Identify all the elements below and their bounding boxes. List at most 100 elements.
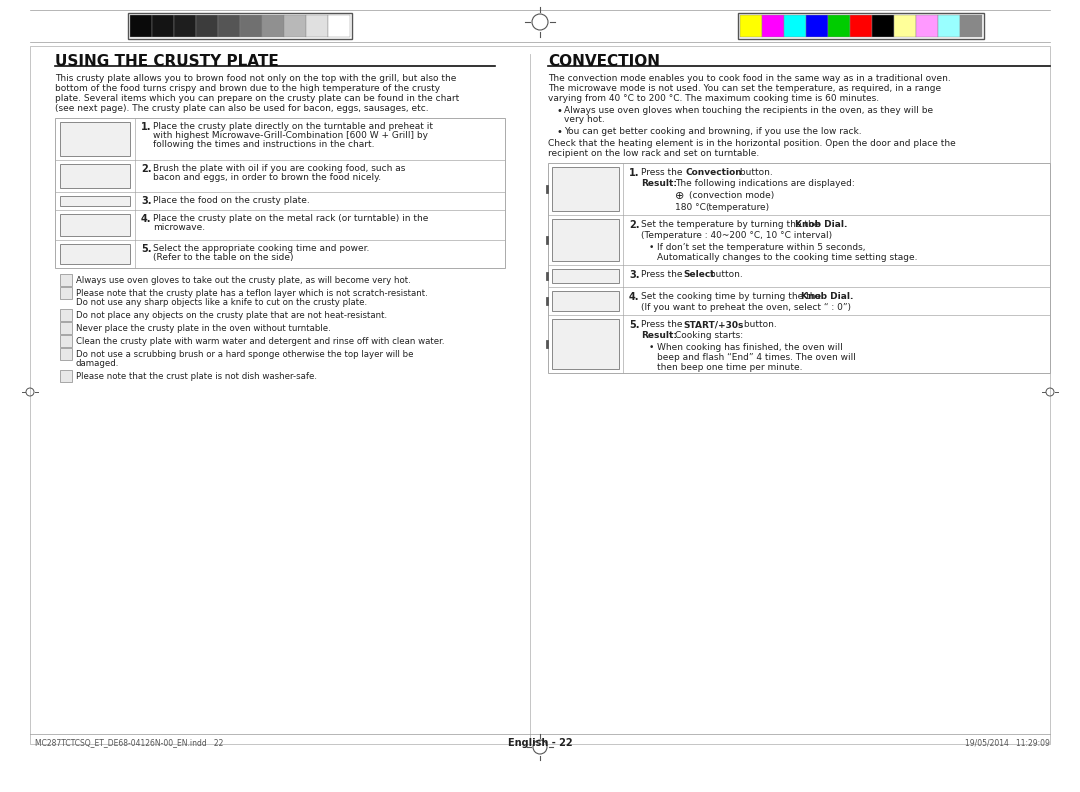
Text: •: •: [649, 343, 654, 352]
Bar: [60, 322, 72, 334]
Bar: [939, 15, 960, 37]
Text: Press the: Press the: [642, 320, 686, 329]
Text: Select: Select: [683, 270, 715, 279]
Text: 3.: 3.: [141, 196, 151, 206]
Text: Press the: Press the: [642, 168, 686, 177]
Bar: [740, 15, 762, 37]
Text: 4.: 4.: [629, 292, 639, 302]
Bar: [916, 15, 939, 37]
Bar: [55, 118, 505, 268]
Bar: [60, 287, 72, 299]
Text: with highest Microwave-Grill-Combination [600 W + Grill] by: with highest Microwave-Grill-Combination…: [153, 131, 428, 140]
Text: (convection mode): (convection mode): [689, 191, 774, 200]
Bar: [738, 13, 984, 39]
Bar: [548, 163, 1050, 373]
Text: Always use oven gloves to take out the crusty plate, as will become very hot.: Always use oven gloves to take out the c…: [76, 276, 410, 285]
Text: beep and flash “End” 4 times. The oven will: beep and flash “End” 4 times. The oven w…: [657, 353, 855, 362]
Bar: [195, 15, 218, 37]
Text: (temperature): (temperature): [705, 203, 769, 212]
Bar: [552, 219, 619, 261]
Text: very hot.: very hot.: [564, 115, 605, 124]
Text: button.: button.: [737, 168, 773, 177]
Text: The microwave mode is not used. You can set the temperature, as required, in a r: The microwave mode is not used. You can …: [548, 84, 941, 93]
Text: 4.: 4.: [141, 214, 151, 224]
Bar: [60, 244, 130, 264]
Text: Do not use a scrubbing brush or a hard sponge otherwise the top layer will be: Do not use a scrubbing brush or a hard s…: [76, 350, 414, 359]
Text: bottom of the food turns crispy and brown due to the high temperature of the cru: bottom of the food turns crispy and brow…: [55, 84, 441, 93]
Text: Place the crusty plate on the metal rack (or turntable) in the: Place the crusty plate on the metal rack…: [153, 214, 429, 223]
Bar: [60, 348, 72, 360]
Text: Brush the plate with oil if you are cooking food, such as: Brush the plate with oil if you are cook…: [153, 164, 405, 173]
Text: Automatically changes to the cooking time setting stage.: Automatically changes to the cooking tim…: [657, 253, 918, 262]
Text: plate. Several items which you can prepare on the crusty plate can be found in t: plate. Several items which you can prepa…: [55, 94, 459, 103]
Text: Cooking starts:: Cooking starts:: [675, 331, 743, 340]
Text: Clean the crusty plate with warm water and detergent and rinse off with clean wa: Clean the crusty plate with warm water a…: [76, 337, 445, 346]
Text: Press the: Press the: [642, 270, 686, 279]
Text: Result:: Result:: [642, 331, 677, 340]
Text: 5.: 5.: [629, 320, 639, 330]
Text: The following indications are displayed:: The following indications are displayed:: [675, 179, 854, 188]
Text: (see next page). The crusty plate can also be used for bacon, eggs, sausages, et: (see next page). The crusty plate can al…: [55, 104, 429, 113]
Text: button.: button.: [707, 270, 743, 279]
Text: damaged.: damaged.: [76, 359, 120, 368]
Bar: [129, 13, 352, 39]
Text: English - 22: English - 22: [508, 738, 572, 748]
Bar: [60, 370, 72, 382]
Text: Set the temperature by turning the the: Set the temperature by turning the the: [642, 220, 820, 229]
Bar: [552, 319, 619, 369]
Text: 2.: 2.: [141, 164, 151, 174]
Bar: [894, 15, 916, 37]
Text: (If you want to preheat the oven, select “ : 0”): (If you want to preheat the oven, select…: [642, 303, 851, 312]
Text: 3.: 3.: [629, 270, 639, 280]
Text: 1.: 1.: [629, 168, 639, 178]
Bar: [60, 164, 130, 188]
Bar: [552, 269, 619, 283]
Text: Always use oven gloves when touching the recipients in the oven, as they will be: Always use oven gloves when touching the…: [564, 106, 933, 115]
Text: The convection mode enables you to cook food in the same way as in a traditional: The convection mode enables you to cook …: [548, 74, 950, 83]
Text: Place the crusty plate directly on the turntable and preheat it: Place the crusty plate directly on the t…: [153, 122, 433, 131]
Text: (Temperature : 40~200 °C, 10 °C interval): (Temperature : 40~200 °C, 10 °C interval…: [642, 231, 832, 240]
Text: Do not use any sharp objects like a knife to cut on the crusty plate.: Do not use any sharp objects like a knif…: [76, 298, 367, 307]
Text: 5.: 5.: [141, 244, 151, 254]
Text: •: •: [556, 127, 562, 137]
Text: CONVECTION: CONVECTION: [548, 54, 660, 69]
Text: Set the cooking time by turning the the: Set the cooking time by turning the the: [642, 292, 821, 301]
Bar: [60, 335, 72, 347]
Text: Please note that the crust plate is not dish washer-safe.: Please note that the crust plate is not …: [76, 372, 318, 381]
Bar: [30, 46, 1050, 744]
Bar: [218, 15, 240, 37]
Text: Convection: Convection: [685, 168, 742, 177]
Text: You can get better cooking and browning, if you use the low rack.: You can get better cooking and browning,…: [564, 127, 862, 136]
Text: Please note that the crusty plate has a teflon layer which is not scratch-resist: Please note that the crusty plate has a …: [76, 289, 428, 298]
Text: microwave.: microwave.: [153, 223, 205, 232]
Text: Knob Dial.: Knob Dial.: [795, 220, 848, 229]
Text: Place the food on the crusty plate.: Place the food on the crusty plate.: [153, 196, 310, 205]
Bar: [828, 15, 850, 37]
Text: •: •: [556, 106, 562, 116]
Text: 19/05/2014   11:29:09: 19/05/2014 11:29:09: [966, 738, 1050, 747]
Bar: [552, 291, 619, 311]
Text: 2.: 2.: [629, 220, 639, 230]
Bar: [60, 196, 130, 206]
Text: START/+30s: START/+30s: [683, 320, 743, 329]
Text: button.: button.: [741, 320, 777, 329]
Bar: [328, 15, 350, 37]
Bar: [306, 15, 328, 37]
Text: 1.: 1.: [141, 122, 151, 132]
Text: Select the appropriate cooking time and power.: Select the appropriate cooking time and …: [153, 244, 369, 253]
Bar: [552, 167, 619, 211]
Text: USING THE CRUSTY PLATE: USING THE CRUSTY PLATE: [55, 54, 279, 69]
Text: varying from 40 °C to 200 °C. The maximum cooking time is 60 minutes.: varying from 40 °C to 200 °C. The maximu…: [548, 94, 879, 103]
Bar: [240, 15, 262, 37]
Bar: [806, 15, 828, 37]
Text: Result:: Result:: [642, 179, 677, 188]
Bar: [60, 214, 130, 236]
Text: When cooking has finished, the oven will: When cooking has finished, the oven will: [657, 343, 842, 352]
Bar: [130, 15, 152, 37]
Bar: [60, 122, 130, 156]
Text: •: •: [649, 243, 654, 252]
Text: recipient on the low rack and set on turntable.: recipient on the low rack and set on tur…: [548, 149, 759, 158]
Text: 180 °C: 180 °C: [675, 203, 706, 212]
Text: (Refer to the table on the side): (Refer to the table on the side): [153, 253, 294, 262]
Text: If don’t set the temperature within 5 seconds,: If don’t set the temperature within 5 se…: [657, 243, 865, 252]
